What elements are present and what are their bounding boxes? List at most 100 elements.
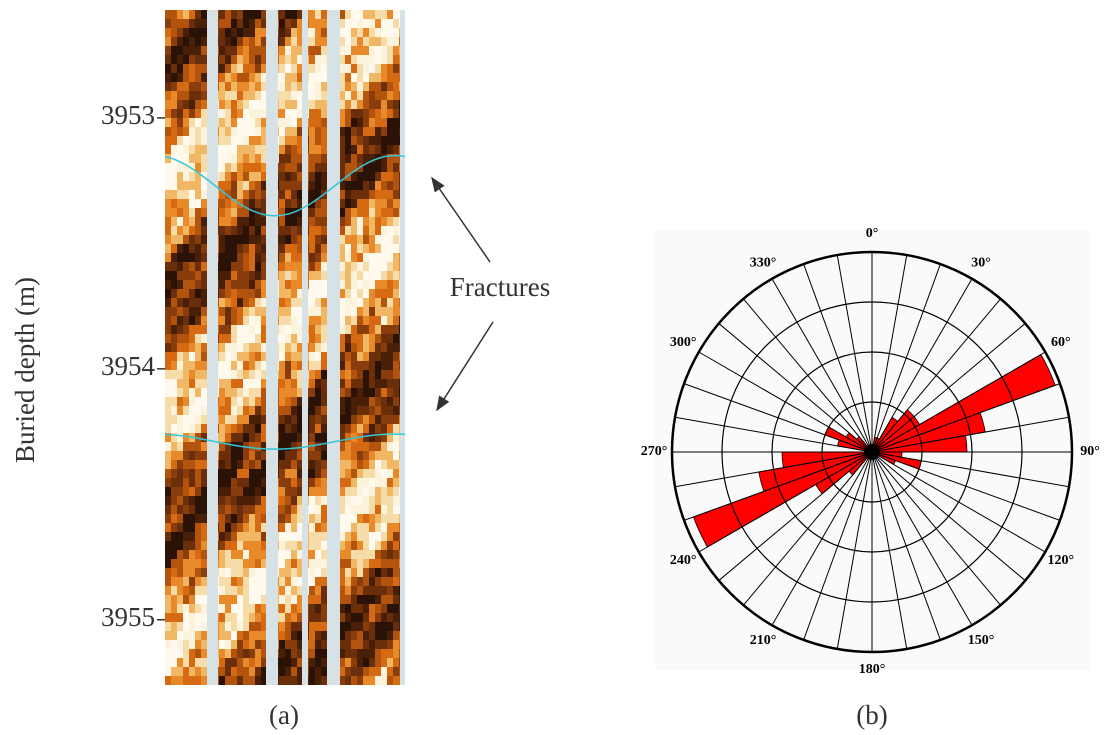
image-texture [165,676,171,685]
image-texture [393,118,399,127]
image-texture [393,640,399,649]
image-texture [183,460,189,469]
image-texture [279,631,285,640]
image-texture [165,289,171,298]
image-texture [219,217,225,226]
image-texture [183,604,189,613]
image-texture [393,10,399,19]
image-texture [225,199,231,208]
image-texture [387,244,393,253]
image-texture [165,568,171,577]
image-texture [219,46,225,55]
image-texture [351,82,357,91]
image-texture [195,487,201,496]
image-texture [201,676,207,685]
image-texture [237,361,243,370]
image-texture [219,370,225,379]
image-texture [225,559,231,568]
image-texture [345,649,351,658]
image-texture [177,604,183,613]
image-texture [381,667,387,676]
image-texture [243,469,249,478]
image-texture [249,280,255,289]
image-texture [393,262,399,271]
image-texture [237,136,243,145]
image-texture [279,568,285,577]
image-texture [183,595,189,604]
image-texture [237,523,243,532]
image-texture [219,649,225,658]
image-texture [219,523,225,532]
image-texture [171,226,177,235]
image-texture [165,10,171,19]
image-texture [393,316,399,325]
image-texture [285,127,291,136]
image-texture [351,46,357,55]
image-texture [219,334,225,343]
image-texture [189,559,195,568]
image-texture [369,109,375,118]
image-texture [231,73,237,82]
image-texture [171,613,177,622]
image-texture [225,253,231,262]
image-texture [387,559,393,568]
image-texture [249,514,255,523]
image-texture [291,199,297,208]
image-texture [189,19,195,28]
image-texture [177,19,183,28]
image-texture [285,289,291,298]
image-texture [315,46,321,55]
image-texture [249,118,255,127]
image-texture [279,469,285,478]
image-texture [177,208,183,217]
image-texture [393,298,399,307]
image-texture [255,307,261,316]
image-texture [285,208,291,217]
image-texture [381,550,387,559]
image-texture [285,388,291,397]
image-texture [279,451,285,460]
image-texture [351,19,357,28]
image-texture [387,424,393,433]
image-texture [189,73,195,82]
image-texture [177,550,183,559]
image-texture [309,136,315,145]
image-texture [393,145,399,154]
image-texture [231,37,237,46]
image-texture [195,379,201,388]
image-texture [195,280,201,289]
image-texture [321,253,327,262]
image-texture [393,577,399,586]
image-texture [315,586,321,595]
image-texture [249,523,255,532]
image-texture [315,262,321,271]
image-texture [285,262,291,271]
image-texture [231,289,237,298]
image-texture [321,397,327,406]
image-texture [375,118,381,127]
image-texture [195,10,201,19]
image-texture [321,154,327,163]
image-texture [243,370,249,379]
image-texture [369,316,375,325]
image-texture [255,604,261,613]
image-texture [381,199,387,208]
image-texture [237,595,243,604]
image-texture [237,253,243,262]
image-texture [285,235,291,244]
image-texture [177,397,183,406]
image-texture [255,523,261,532]
image-texture [195,118,201,127]
image-texture [183,586,189,595]
image-texture [381,226,387,235]
image-texture [249,334,255,343]
image-texture [393,415,399,424]
image-texture [225,541,231,550]
image-texture [183,379,189,388]
image-texture [393,334,399,343]
image-texture [171,559,177,568]
image-texture [189,442,195,451]
image-texture [255,325,261,334]
image-texture [237,460,243,469]
image-texture [243,424,249,433]
